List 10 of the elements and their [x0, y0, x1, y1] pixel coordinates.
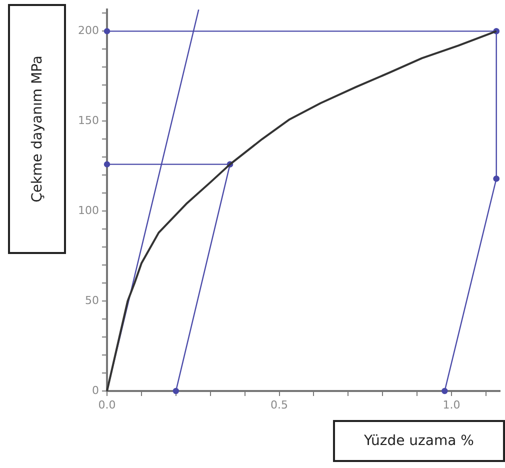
y-tick-label: 150 [78, 114, 99, 127]
y-tick-label: 50 [85, 294, 99, 307]
y-axis-title: Çekme dayanım MPa [29, 56, 46, 202]
x-tick-label: 0.0 [98, 398, 116, 412]
x-tick-label: 1.0 [442, 398, 460, 412]
y-tick-label: 0 [92, 384, 99, 397]
x-axis-title: Yüzde uzama % [364, 433, 474, 449]
y-tick-label: 100 [78, 204, 99, 217]
x-tick-label: 0.5 [270, 398, 288, 412]
y-tick-label: 200 [78, 24, 99, 38]
